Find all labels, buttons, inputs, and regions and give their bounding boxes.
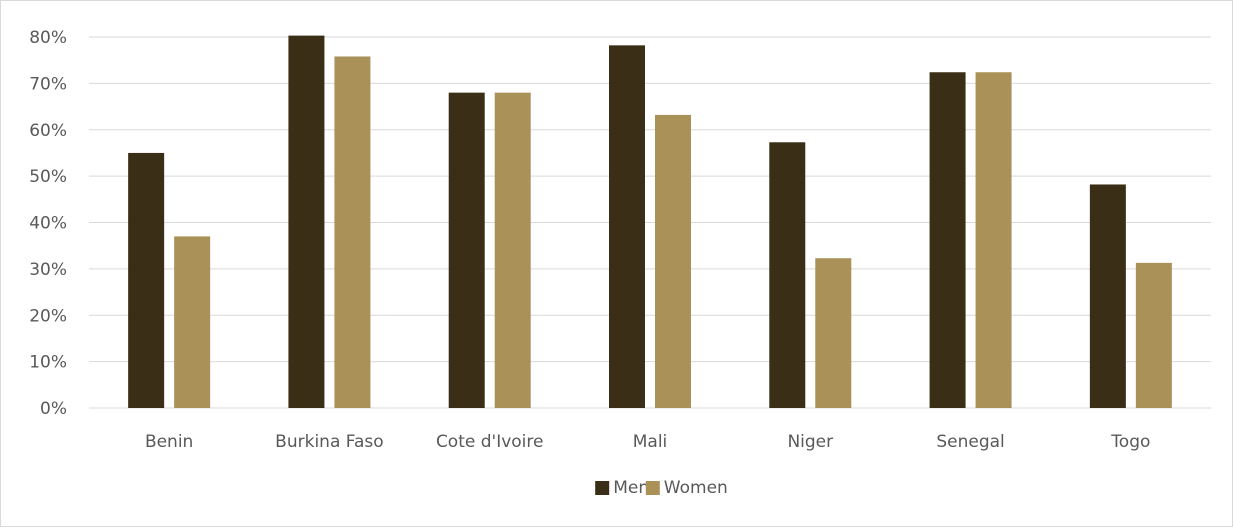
legend-swatch xyxy=(645,481,660,495)
y-tick-label: 50% xyxy=(29,167,67,187)
bar-men xyxy=(769,142,806,409)
y-tick-label: 0% xyxy=(40,399,67,419)
bar-men xyxy=(929,72,966,409)
y-tick-label: 10% xyxy=(29,353,67,373)
bar-men xyxy=(288,35,325,408)
bar-women xyxy=(975,72,1012,409)
legend-label: Men xyxy=(613,478,649,498)
y-tick-label: 60% xyxy=(29,121,67,141)
y-tick-label: 70% xyxy=(29,74,67,94)
x-tick-label: Burkina Faso xyxy=(275,432,383,452)
bar-women xyxy=(1135,262,1172,408)
legend-swatch xyxy=(595,481,610,495)
y-tick-label: 20% xyxy=(29,306,67,326)
x-tick-label: Cote d'Ivoire xyxy=(436,432,544,452)
bar-men xyxy=(1089,184,1126,408)
bars xyxy=(128,35,1172,409)
legend-item: Women xyxy=(645,478,728,498)
bar-men xyxy=(448,92,485,409)
legend-item: Men xyxy=(595,478,649,498)
x-axis-tick-labels: Benin Burkina Faso Cote d'Ivoire Mali Niger S… xyxy=(145,432,1150,452)
legend-label: Women xyxy=(664,478,728,498)
legend: Men Women xyxy=(595,478,728,498)
x-tick-label: Senegal xyxy=(936,432,1004,452)
bar-women xyxy=(334,56,371,408)
bar-men xyxy=(128,152,165,408)
bar-men xyxy=(609,45,645,408)
y-tick-label: 80% xyxy=(29,28,67,48)
x-tick-label: Togo xyxy=(1110,432,1150,452)
bar-women xyxy=(655,114,691,408)
y-tick-label: 40% xyxy=(29,214,67,234)
bar-women xyxy=(815,258,852,408)
bar-women xyxy=(494,92,531,409)
y-axis-tick-labels: 0% 10% 20% 30% 40% 50% 60% 70% 80% xyxy=(29,28,67,419)
x-tick-label: Mali xyxy=(633,432,668,452)
bar-women xyxy=(174,236,211,408)
x-tick-label: Niger xyxy=(787,432,833,452)
x-tick-label: Benin xyxy=(145,432,193,452)
y-tick-label: 30% xyxy=(29,260,67,280)
gridlines xyxy=(89,36,1211,409)
